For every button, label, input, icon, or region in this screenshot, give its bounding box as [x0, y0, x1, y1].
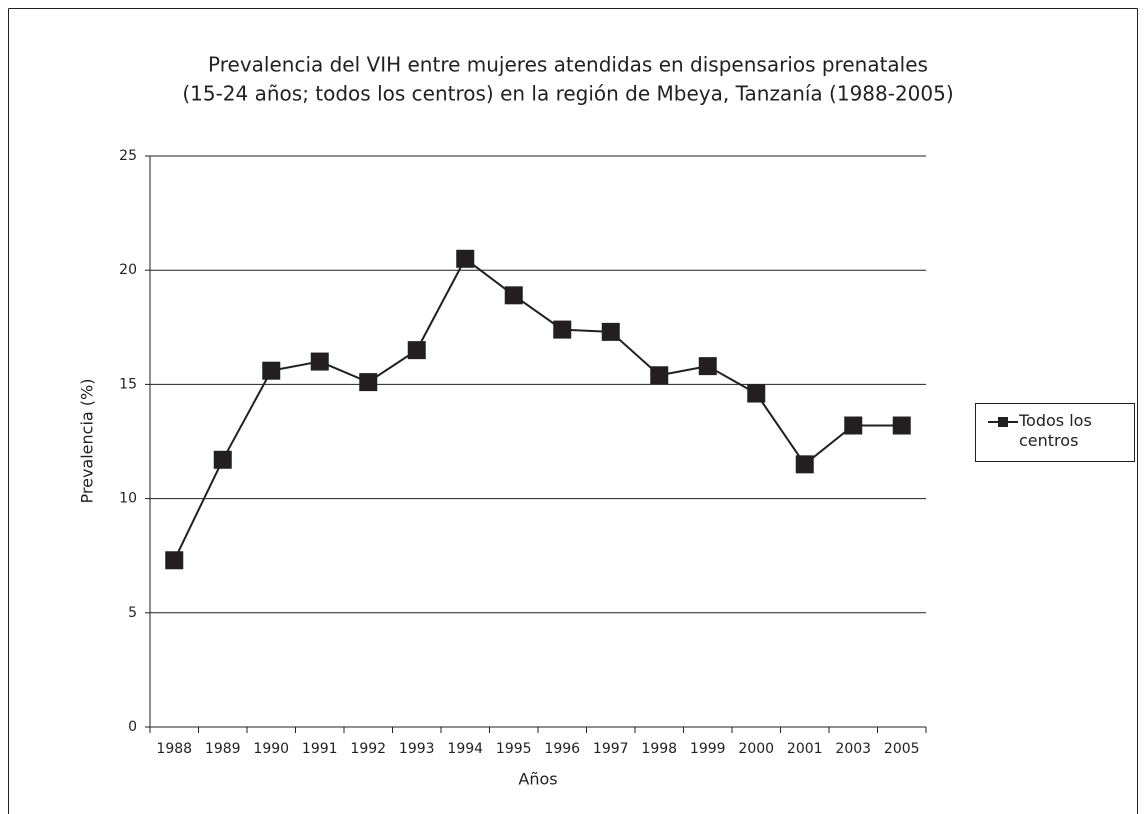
x-tick-label: 1991 [302, 741, 338, 757]
y-axis-label: Prevalencia (%) [78, 379, 97, 504]
x-tick-label: 2003 [835, 741, 871, 757]
y-tick-label: 10 [119, 491, 137, 507]
legend-box [975, 403, 1135, 462]
marker [553, 320, 572, 339]
y-tick-label: 15 [119, 376, 137, 392]
marker [262, 361, 281, 380]
x-tick-label: 1992 [350, 741, 386, 757]
y-tick-label: 20 [119, 262, 137, 278]
y-tick-label: 5 [128, 605, 137, 621]
marker [359, 373, 378, 392]
marker [601, 322, 620, 341]
x-tick-label: 2001 [787, 741, 823, 757]
x-tick-label: 1994 [447, 741, 483, 757]
marker [844, 416, 863, 435]
marker [165, 551, 184, 570]
frame [8, 8, 1138, 814]
x-tick-label: 1999 [690, 741, 726, 757]
marker [504, 286, 523, 305]
x-axis-label: Años [518, 770, 557, 789]
y-tick-label: 0 [128, 719, 137, 735]
legend-marker [998, 417, 1008, 427]
marker [698, 357, 717, 376]
marker [213, 450, 232, 469]
series-line [173, 257, 902, 561]
x-tick-label: 1996 [544, 741, 580, 757]
legend-entry: Todos los centros [1019, 411, 1092, 450]
x-tick-label: 2000 [738, 741, 774, 757]
marker [456, 249, 475, 268]
x-tick-label: 1995 [496, 741, 532, 757]
x-tick-label: 1993 [399, 741, 435, 757]
y-tick-label: 25 [119, 148, 137, 164]
legend-label: Todos los centros [1019, 411, 1092, 450]
marker [310, 352, 329, 371]
marker [892, 416, 911, 435]
marker [795, 455, 814, 474]
marker [407, 341, 426, 360]
x-tick-label: 1989 [205, 741, 241, 757]
marker [650, 366, 669, 385]
marker [747, 384, 766, 403]
x-tick-label: 1997 [593, 741, 629, 757]
chart-title: Prevalencia del VIH entre mujeres atendi… [208, 53, 928, 77]
x-tick-label: 1998 [641, 741, 677, 757]
x-tick-label: 1990 [253, 741, 289, 757]
x-tick-label: 2005 [884, 741, 920, 757]
x-tick-label: 1988 [156, 741, 192, 757]
chart-title: (15-24 años; todos los centros) en la re… [182, 82, 953, 106]
